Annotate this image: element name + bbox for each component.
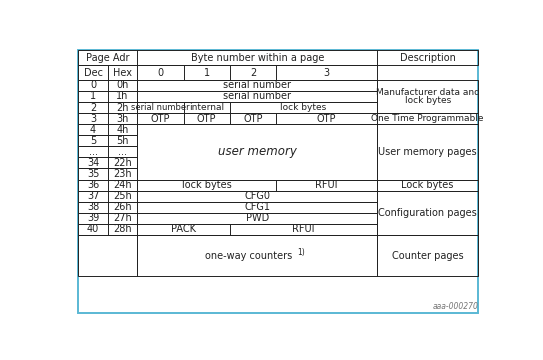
Text: PWD: PWD	[245, 213, 269, 224]
Text: OTP: OTP	[317, 114, 337, 123]
Text: One Time Programmable: One Time Programmable	[371, 114, 484, 123]
Text: 23h: 23h	[113, 169, 132, 179]
Text: 4: 4	[90, 125, 96, 135]
Text: User memory pages: User memory pages	[378, 147, 477, 157]
Text: Counter pages: Counter pages	[392, 251, 464, 261]
Bar	[377, 124, 478, 180]
Text: Page Adr: Page Adr	[86, 53, 130, 63]
Text: 3h: 3h	[116, 114, 129, 123]
Text: user memory: user memory	[218, 145, 296, 158]
Text: 1): 1)	[297, 248, 305, 257]
Text: 35: 35	[87, 169, 99, 179]
Text: Lock bytes: Lock bytes	[401, 180, 454, 190]
Text: 34: 34	[87, 158, 99, 168]
Text: 37: 37	[87, 191, 99, 201]
Bar	[78, 191, 137, 202]
Text: serial number: serial number	[131, 103, 190, 112]
Text: Description: Description	[400, 53, 456, 63]
Text: 5: 5	[90, 136, 96, 146]
Bar	[78, 235, 137, 276]
Text: OTP: OTP	[243, 114, 263, 123]
Text: 26h: 26h	[113, 202, 132, 212]
Text: 0h: 0h	[116, 80, 129, 90]
Text: 24h: 24h	[113, 180, 132, 190]
Text: 5h: 5h	[116, 136, 129, 146]
Text: Byte number within a page: Byte number within a page	[191, 53, 324, 63]
Text: PACK: PACK	[171, 225, 196, 234]
Text: 22h: 22h	[113, 158, 132, 168]
Text: 1: 1	[90, 91, 96, 102]
Text: internal: internal	[189, 103, 224, 112]
Text: 39: 39	[87, 213, 99, 224]
Text: 25h: 25h	[113, 191, 132, 201]
Bar	[137, 91, 377, 102]
Bar	[78, 50, 478, 66]
Text: 0: 0	[90, 80, 96, 90]
Bar	[78, 102, 137, 113]
Bar	[78, 66, 377, 80]
Bar	[78, 91, 137, 102]
Text: ...: ...	[118, 147, 127, 157]
Bar	[78, 213, 137, 224]
Bar	[78, 180, 137, 191]
Bar	[137, 202, 377, 213]
Text: 1h: 1h	[116, 91, 129, 102]
Bar	[78, 157, 137, 168]
Bar	[377, 113, 478, 124]
Bar	[377, 235, 478, 276]
Text: aaa-000270: aaa-000270	[432, 302, 478, 311]
Bar	[78, 135, 137, 146]
Bar	[377, 80, 478, 113]
Text: 2: 2	[90, 103, 96, 113]
Text: RFUI: RFUI	[315, 180, 338, 190]
Bar	[78, 113, 137, 124]
Bar	[137, 180, 377, 191]
Bar	[137, 224, 377, 235]
Bar	[377, 180, 478, 191]
Bar	[137, 213, 377, 224]
Text: serial number: serial number	[223, 80, 291, 90]
Bar	[137, 102, 377, 113]
Text: 0: 0	[157, 68, 163, 78]
Text: serial number: serial number	[223, 91, 291, 102]
Text: 1: 1	[204, 68, 210, 78]
Text: lock bytes: lock bytes	[182, 180, 232, 190]
Bar	[78, 146, 137, 157]
Text: 40: 40	[87, 225, 99, 234]
Text: ...: ...	[89, 147, 98, 157]
Bar	[78, 202, 137, 213]
Bar	[78, 80, 137, 91]
Text: Dec: Dec	[84, 68, 103, 78]
Text: 4h: 4h	[116, 125, 129, 135]
Bar	[137, 80, 377, 91]
Text: 38: 38	[87, 202, 99, 212]
Bar	[137, 191, 377, 202]
Text: lock bytes: lock bytes	[405, 96, 451, 105]
Text: Configuration pages: Configuration pages	[378, 208, 477, 218]
Text: 2: 2	[250, 68, 256, 78]
Bar	[377, 191, 478, 235]
Bar	[78, 124, 137, 135]
Text: Hex: Hex	[113, 68, 132, 78]
Text: CFG1: CFG1	[244, 202, 270, 212]
Bar	[78, 224, 137, 235]
Text: lock bytes: lock bytes	[280, 103, 327, 112]
Text: 27h: 27h	[113, 213, 132, 224]
Text: one-way counters: one-way counters	[205, 251, 293, 261]
Bar	[137, 235, 377, 276]
Bar	[137, 124, 377, 180]
Text: 28h: 28h	[113, 225, 132, 234]
Text: CFG0: CFG0	[244, 191, 270, 201]
Text: Manufacturer data and: Manufacturer data and	[376, 88, 479, 97]
Bar	[78, 168, 137, 180]
Text: OTP: OTP	[197, 114, 217, 123]
Text: OTP: OTP	[151, 114, 170, 123]
Text: 3: 3	[90, 114, 96, 123]
Text: RFUI: RFUI	[292, 225, 315, 234]
Text: 36: 36	[87, 180, 99, 190]
Bar	[137, 113, 377, 124]
Text: 2h: 2h	[116, 103, 129, 113]
Text: 3: 3	[324, 68, 330, 78]
